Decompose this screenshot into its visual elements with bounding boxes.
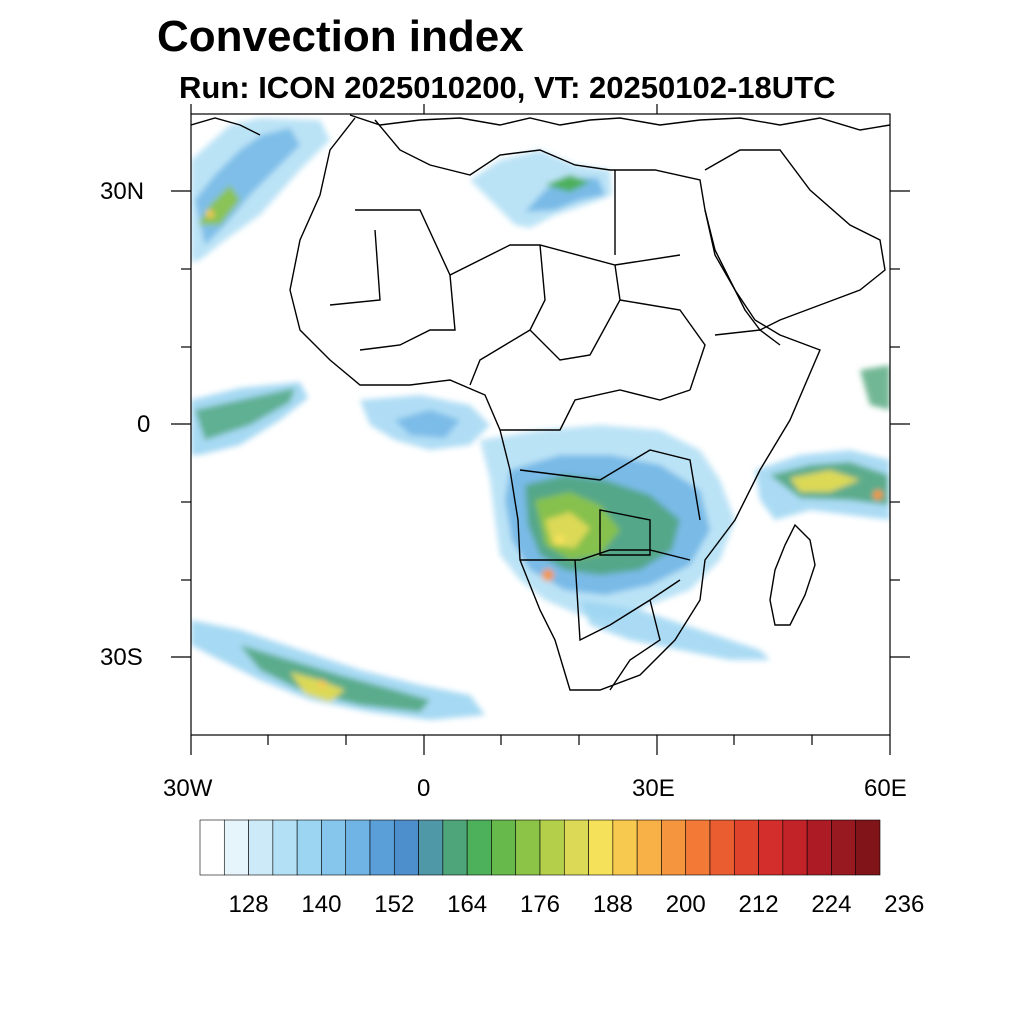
axis-ticks <box>171 104 910 755</box>
lat-label-30s: 30S <box>100 644 143 671</box>
colorbar-swatch <box>466 819 492 876</box>
colorbar-swatch <box>442 819 468 876</box>
colorbar-swatch <box>491 819 517 876</box>
colorbar-tick-label: 188 <box>593 891 633 918</box>
colorbar-swatch <box>296 819 322 876</box>
colorbar-swatch <box>539 819 565 876</box>
colorbar-swatch <box>685 819 711 876</box>
colorbar-tick-label: 224 <box>811 891 851 918</box>
lon-label-30w: 30W <box>163 775 213 802</box>
coastlines <box>191 114 890 691</box>
colorbar-swatch <box>782 819 808 876</box>
colorbar-swatch <box>661 819 687 876</box>
map-title: Convection index <box>157 12 524 61</box>
colorbar-swatch <box>588 819 614 876</box>
colorbar-swatch <box>345 819 371 876</box>
colorbar-tick-label: 152 <box>374 891 414 918</box>
colorbar-tick-label: 200 <box>666 891 706 918</box>
colorbar-tick-label: 236 <box>884 891 924 918</box>
colorbar-swatch <box>199 819 225 876</box>
lon-label-60e: 60E <box>864 775 907 802</box>
colorbar-swatch <box>248 819 274 876</box>
colorbar-swatch <box>515 819 541 876</box>
colorbar-swatch <box>418 819 444 876</box>
colorbar-swatch <box>563 819 589 876</box>
colorbar-tick-label: 164 <box>447 891 487 918</box>
colorbar-swatch <box>709 819 735 876</box>
colorbar-swatch <box>393 819 419 876</box>
colorbar-swatch <box>636 819 662 876</box>
lat-label-0: 0 <box>137 411 151 438</box>
lon-label-0: 0 <box>417 775 431 802</box>
colorbar-tick-label: 176 <box>520 891 560 918</box>
colorbar-tick-label: 140 <box>301 891 341 918</box>
colorbar-swatch <box>612 819 638 876</box>
colorbar-swatch <box>733 819 759 876</box>
colorbar-tick-label: 212 <box>739 891 779 918</box>
colorbar-swatch <box>272 819 298 876</box>
colorbar-swatch <box>855 819 881 876</box>
colorbar-tick-label: 128 <box>229 891 269 918</box>
lon-label-30e: 30E <box>632 775 675 802</box>
colorbar-swatch <box>321 819 347 876</box>
colorbar-swatch <box>223 819 249 876</box>
lat-label-30n: 30N <box>100 178 145 205</box>
colorbar-swatch <box>758 819 784 876</box>
map-subtitle: Run: ICON 2025010200, VT: 20250102-18UTC <box>179 70 836 105</box>
colorbar-swatch <box>369 819 395 876</box>
colorbar-swatch <box>806 819 832 876</box>
colorbar-swatch <box>831 819 857 876</box>
